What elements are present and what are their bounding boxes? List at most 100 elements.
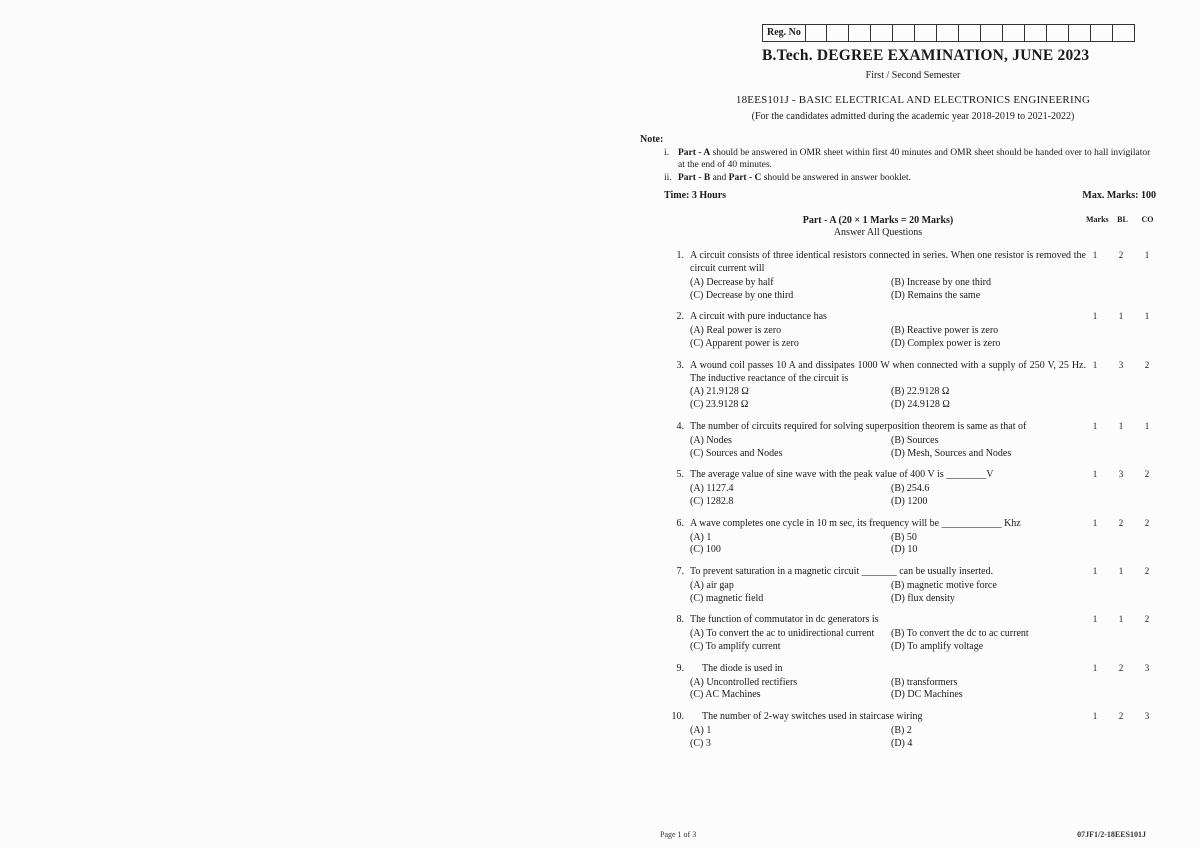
question-option: (B) Increase by one third xyxy=(891,277,1086,290)
question: 1.A circuit consists of three identical … xyxy=(670,250,1156,302)
question-options: (A) Uncontrolled rectifiers (B) transform… xyxy=(690,677,1086,703)
reg-cell xyxy=(893,24,915,42)
question-option: (A) 21.9128 Ω xyxy=(690,386,885,399)
marks-value: 1 xyxy=(1086,566,1104,605)
question-marks-bl-co: 112 xyxy=(1086,614,1156,653)
reg-cell xyxy=(1047,24,1069,42)
question-option: (A) 1 xyxy=(690,725,885,738)
marks-value: 1 xyxy=(1086,469,1104,508)
question-option: (B) transformers xyxy=(891,677,1086,690)
question: 9.The diode is used in(A) Uncontrolled r… xyxy=(670,663,1156,702)
exam-page: Reg. No B.Tech. DEGREE EXAMINATION, JUNE… xyxy=(600,0,1200,848)
reg-number-row: Reg. No xyxy=(762,24,1156,42)
question-option: (A) 1 xyxy=(690,532,885,545)
question-body: The average value of sine wave with the … xyxy=(690,469,1086,508)
question-options: (A) Real power is zero (B) Reactive power… xyxy=(690,325,1086,351)
marks-value: 1 xyxy=(1086,250,1104,302)
bl-value: 1 xyxy=(1112,421,1130,460)
question-option: (A) Uncontrolled rectifiers xyxy=(690,677,885,690)
column-headers: Marks BL CO xyxy=(1086,215,1156,225)
question-option: (D) 1200 xyxy=(891,496,1086,509)
question-marks-bl-co: 111 xyxy=(1086,311,1156,350)
reg-cell xyxy=(959,24,981,42)
note-item: ii.Part - B and Part - C should be answe… xyxy=(664,172,1156,184)
question-option: (C) Apparent power is zero xyxy=(690,338,885,351)
question-list: 1.A circuit consists of three identical … xyxy=(670,250,1156,751)
question-option: (D) To amplify voltage xyxy=(891,641,1086,654)
question: 10.The number of 2-way switches used in … xyxy=(670,711,1156,750)
time-label: Time: 3 Hours xyxy=(664,190,726,203)
reg-cell xyxy=(849,24,871,42)
question-marks-bl-co: 123 xyxy=(1086,663,1156,702)
reg-cell xyxy=(805,24,827,42)
note-item-num: ii. xyxy=(664,172,678,184)
col-co: CO xyxy=(1139,215,1156,225)
reg-cell xyxy=(1091,24,1113,42)
question-number: 2. xyxy=(670,311,690,350)
question-stem: A circuit consists of three identical re… xyxy=(690,250,1086,276)
question-marks-bl-co: 122 xyxy=(1086,518,1156,557)
question-option: (A) Real power is zero xyxy=(690,325,885,338)
question-option: (A) air gap xyxy=(690,580,885,593)
question-number: 1. xyxy=(670,250,690,302)
note-item-num: i. xyxy=(664,147,678,171)
question-option: (C) To amplify current xyxy=(690,641,885,654)
note-item-text: Part - B and Part - C should be answered… xyxy=(678,172,911,184)
question-marks-bl-co: 132 xyxy=(1086,360,1156,412)
question-options: (A) Decrease by half(B) Increase by one … xyxy=(690,277,1086,303)
question-options: (A) air gap(B) magnetic motive force(C) … xyxy=(690,580,1086,606)
question-stem: A circuit with pure inductance has xyxy=(690,311,1086,324)
question: 3.A wound coil passes 10 A and dissipate… xyxy=(670,360,1156,412)
reg-cell xyxy=(827,24,849,42)
exam-title-text: B.Tech. DEGREE EXAMINATION, JUNE 2023 xyxy=(762,47,1089,64)
marks-value: 1 xyxy=(1086,614,1104,653)
question-option: (C) Sources and Nodes xyxy=(690,448,885,461)
reg-cell xyxy=(937,24,959,42)
question: 5.The average value of sine wave with th… xyxy=(670,469,1156,508)
co-value: 2 xyxy=(1138,469,1156,508)
question-option: (D) Mesh, Sources and Nodes xyxy=(891,448,1086,461)
question-option: (C) 3 xyxy=(690,738,885,751)
question-option: (B) 50 xyxy=(891,532,1086,545)
question-stem: The diode is used in xyxy=(690,663,1086,676)
footer-page-num: Page 1 of 3 xyxy=(660,830,696,839)
question-marks-bl-co: 123 xyxy=(1086,711,1156,750)
bl-value: 3 xyxy=(1112,469,1130,508)
question-marks-bl-co: 111 xyxy=(1086,421,1156,460)
question-options: (A) 1(B) 2(C) 3(D) 4 xyxy=(690,725,1086,751)
question-option: (C) 100 xyxy=(690,544,885,557)
question-option: (C) magnetic field xyxy=(690,593,885,606)
left-blank-area xyxy=(0,0,600,848)
reg-cell xyxy=(915,24,937,42)
bl-value: 2 xyxy=(1112,518,1130,557)
part-a-header-row: Part - A (20 × 1 Marks = 20 Marks) Answe… xyxy=(670,215,1156,241)
marks-value: 1 xyxy=(1086,421,1104,460)
question-body: The number of circuits required for solv… xyxy=(690,421,1086,460)
col-marks: Marks xyxy=(1086,215,1106,225)
question: 6.A wave completes one cycle in 10 m sec… xyxy=(670,518,1156,557)
question-option: (D) 10 xyxy=(891,544,1086,557)
co-value: 2 xyxy=(1138,566,1156,605)
co-value: 2 xyxy=(1138,360,1156,412)
question-number: 6. xyxy=(670,518,690,557)
reg-cell xyxy=(1003,24,1025,42)
exam-title: B.Tech. DEGREE EXAMINATION, JUNE 2023 xyxy=(762,46,1156,66)
bl-value: 1 xyxy=(1112,614,1130,653)
question: 8.The function of commutator in dc gener… xyxy=(670,614,1156,653)
co-value: 1 xyxy=(1138,421,1156,460)
max-marks-label: Max. Marks: 100 xyxy=(1082,190,1156,203)
question-option: (D) DC Machines xyxy=(891,689,1086,702)
question-options: (A) 21.9128 Ω(B) 22.9128 Ω(C) 23.9128 Ω(… xyxy=(690,386,1086,412)
question-option: (A) Nodes xyxy=(690,435,885,448)
question-stem: The function of commutator in dc generat… xyxy=(690,614,1086,627)
question-option: (B) To convert the dc to ac current xyxy=(891,628,1086,641)
question-marks-bl-co: 121 xyxy=(1086,250,1156,302)
question-option: (B) Reactive power is zero xyxy=(891,325,1086,338)
question-stem: A wave completes one cycle in 10 m sec, … xyxy=(690,518,1086,531)
question-body: A wave completes one cycle in 10 m sec, … xyxy=(690,518,1086,557)
semester-line: First / Second Semester xyxy=(670,70,1156,83)
question: 7.To prevent saturation in a magnetic ci… xyxy=(670,566,1156,605)
co-value: 3 xyxy=(1138,711,1156,750)
co-value: 2 xyxy=(1138,614,1156,653)
question-body: The number of 2-way switches used in sta… xyxy=(690,711,1086,750)
